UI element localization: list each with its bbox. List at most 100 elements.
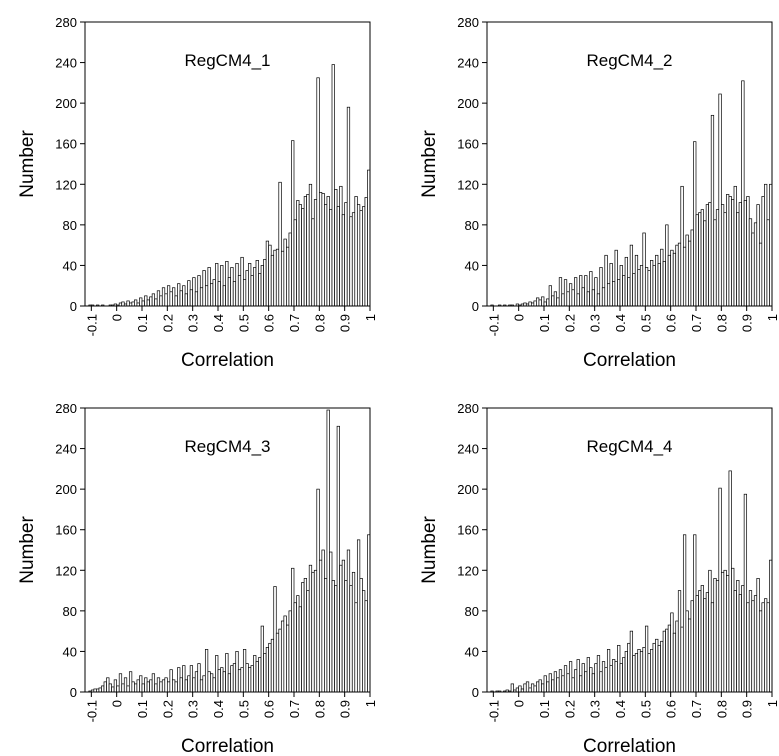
bar [288, 610, 292, 693]
bar [677, 242, 682, 307]
y-tick-label: 80 [63, 604, 77, 619]
bar [538, 299, 542, 307]
x-tick-label: 0.9 [740, 314, 755, 332]
bar [227, 673, 232, 693]
bar [736, 580, 740, 693]
bar [144, 295, 148, 307]
bar [660, 640, 664, 693]
bar [296, 595, 300, 693]
bar [741, 585, 745, 693]
bar [172, 679, 176, 693]
bar [280, 250, 285, 307]
bar [344, 580, 348, 693]
bar [101, 685, 105, 693]
bar [197, 275, 201, 307]
bar [510, 683, 514, 693]
bar [202, 270, 206, 307]
bar [680, 626, 684, 693]
bar [568, 661, 573, 693]
bar [230, 267, 234, 307]
bar [647, 653, 651, 693]
bar [106, 677, 110, 693]
bar [311, 571, 315, 693]
bar [563, 279, 568, 307]
bar [118, 673, 123, 693]
bar [288, 232, 292, 307]
bar [617, 644, 621, 693]
bar [667, 624, 672, 693]
bar [194, 671, 199, 693]
y-tick-label: 160 [457, 137, 479, 152]
bar [192, 277, 196, 307]
y-tick-label: 240 [55, 56, 77, 71]
bar [609, 665, 613, 693]
bar [194, 291, 199, 307]
bar [210, 283, 214, 307]
bar [260, 625, 264, 693]
bar [222, 285, 226, 307]
x-tick-label: 0.8 [714, 314, 729, 332]
bar [270, 254, 275, 307]
bar [303, 578, 308, 693]
bar [187, 280, 191, 307]
bar [197, 663, 201, 693]
bar [748, 590, 753, 693]
x-tick-label: 1 [765, 700, 779, 707]
bar [543, 675, 547, 693]
bar [184, 293, 188, 307]
bar [639, 265, 644, 307]
bar [675, 244, 679, 307]
bar [713, 219, 717, 307]
bar [665, 224, 669, 307]
bar [566, 673, 570, 693]
bar [726, 575, 730, 693]
bar [296, 200, 300, 307]
x-tick-label: 0.8 [312, 314, 327, 332]
bar [270, 638, 275, 693]
bar [571, 289, 575, 307]
bar [741, 80, 745, 307]
bar [291, 567, 295, 693]
bar [736, 212, 740, 307]
bar [601, 661, 606, 693]
bar [177, 283, 181, 307]
bar [563, 665, 568, 693]
bar [558, 277, 563, 307]
y-tick-label: 200 [55, 96, 77, 111]
bar [339, 564, 343, 693]
bar [561, 293, 565, 307]
bar [212, 677, 216, 693]
bar [556, 677, 560, 693]
bar [156, 290, 161, 307]
x-tick-label: 0.5 [638, 314, 653, 332]
bar [751, 232, 755, 307]
bar [642, 647, 646, 693]
x-tick-label: 0.6 [262, 700, 277, 718]
bar [166, 285, 171, 307]
bar [515, 687, 520, 693]
bar [764, 183, 768, 307]
bar [700, 585, 704, 693]
bar [634, 254, 639, 307]
x-tick-label: -0.1 [486, 700, 501, 722]
x-tick-label: 0 [512, 700, 527, 707]
bar [139, 675, 143, 693]
x-tick-label: 0.9 [338, 700, 353, 718]
bar [227, 277, 232, 307]
bar [362, 590, 366, 693]
bar [713, 578, 717, 693]
bar [235, 651, 239, 693]
bar [541, 683, 545, 693]
bar [278, 628, 282, 693]
bar [308, 183, 313, 307]
bar [571, 677, 575, 693]
bar [134, 683, 138, 693]
bar [690, 229, 694, 307]
bar [273, 586, 277, 693]
bar [240, 256, 244, 307]
x-tick-label: 0.3 [186, 700, 201, 718]
bar [222, 671, 226, 693]
x-tick-label: 0.7 [287, 314, 302, 332]
bar [551, 295, 555, 307]
